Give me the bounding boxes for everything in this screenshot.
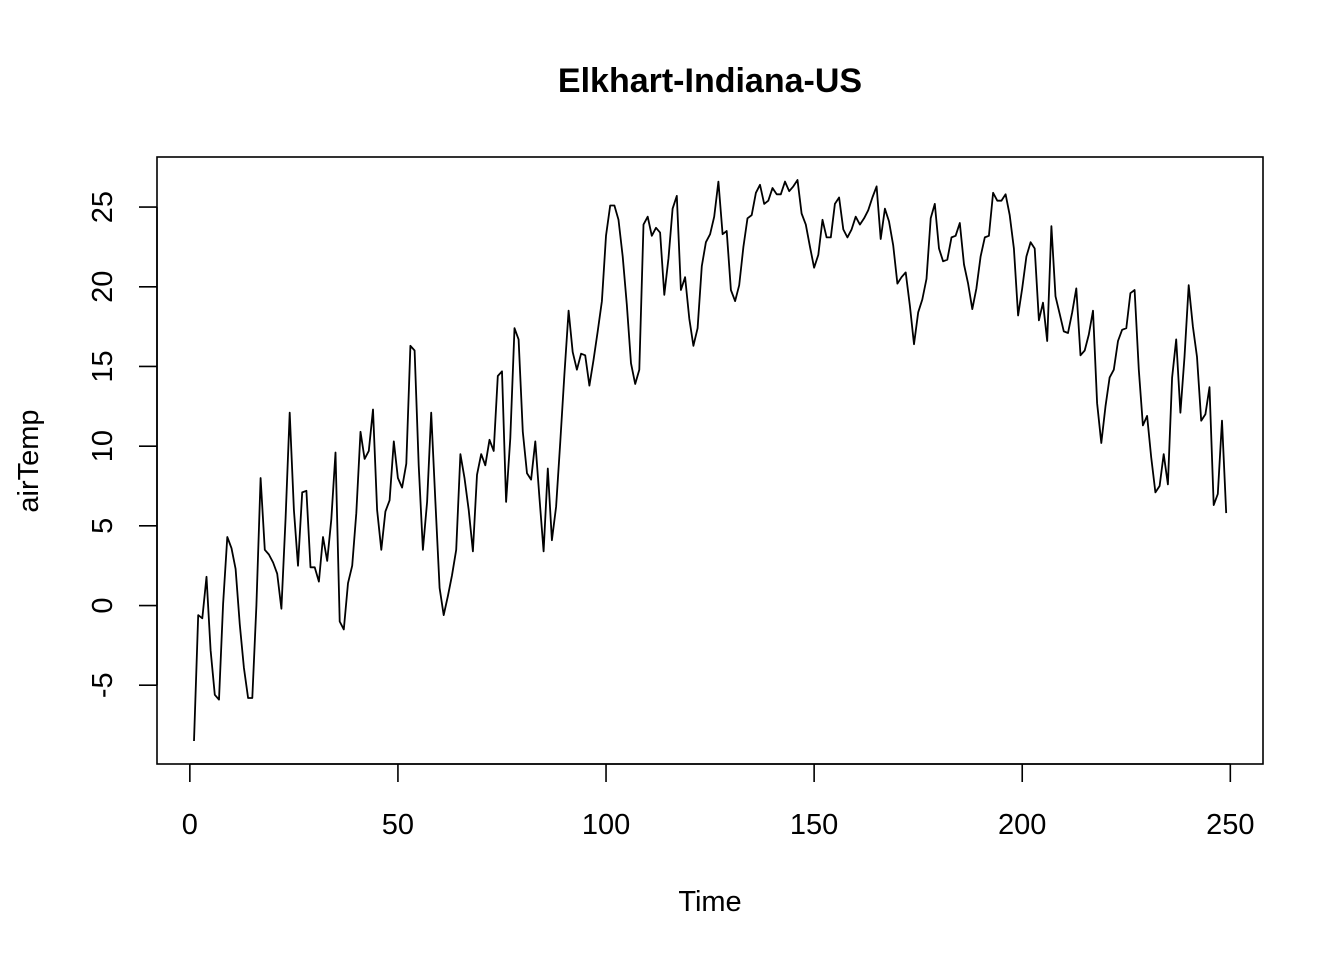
series-line-airtemp — [193, 179, 1228, 742]
x-tick-label: 100 — [582, 809, 630, 841]
x-tick-label: 0 — [182, 809, 198, 841]
y-axis-title: airTemp — [13, 409, 45, 512]
y-tick-label: 5 — [87, 518, 119, 534]
y-tick-label: 10 — [87, 430, 119, 462]
x-axis: 0 50 100 150 200 250 — [182, 763, 1255, 841]
x-tick-label: 150 — [790, 809, 838, 841]
x-tick-label: 50 — [382, 809, 414, 841]
x-tick-label: 250 — [1206, 809, 1254, 841]
x-axis-title: Time — [678, 886, 741, 918]
y-tick-label: 20 — [87, 271, 119, 303]
x-tick-label: 200 — [998, 809, 1046, 841]
y-tick-label: 0 — [87, 597, 119, 613]
y-tick-label: 25 — [87, 191, 119, 223]
y-tick-label: -5 — [87, 672, 119, 698]
plot-frame — [156, 156, 1264, 765]
y-tick-label: 15 — [87, 350, 119, 382]
y-axis: -5 0 5 10 15 20 25 — [87, 191, 158, 698]
chart-title: Elkhart-Indiana-US — [558, 62, 862, 100]
